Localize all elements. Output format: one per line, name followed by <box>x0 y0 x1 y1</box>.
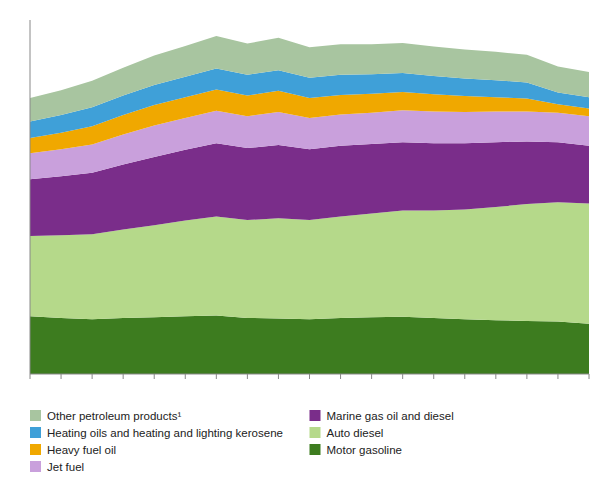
legend-label: Auto diesel <box>327 427 384 439</box>
x-tick <box>371 374 372 379</box>
x-tick <box>402 374 403 379</box>
legend-label: Jet fuel <box>47 461 84 473</box>
legend: Other petroleum products¹ Heating oils an… <box>30 410 454 473</box>
x-tick <box>278 374 279 379</box>
legend-label: Heating oils and heating and lighting ke… <box>47 427 283 439</box>
legend-label: Motor gasoline <box>327 444 402 456</box>
area <box>30 316 589 374</box>
x-tick <box>495 374 496 379</box>
x-tick <box>185 374 186 379</box>
legend-swatch <box>30 444 41 455</box>
plot-area <box>30 36 589 374</box>
x-tick <box>340 374 341 379</box>
x-tick <box>92 374 93 379</box>
x-tick <box>30 374 31 379</box>
x-tick <box>557 374 558 379</box>
legend-swatch <box>30 410 41 421</box>
area <box>30 36 589 122</box>
legend-label: Heavy fuel oil <box>47 444 116 456</box>
x-tick <box>216 374 217 379</box>
x-tick <box>154 374 155 379</box>
x-tick <box>464 374 465 379</box>
x-tick <box>123 374 124 379</box>
legend-swatch <box>310 427 321 438</box>
x-tick <box>61 374 62 379</box>
legend-label: Marine gas oil and diesel <box>327 410 454 422</box>
x-tick <box>247 374 248 379</box>
legend-swatch <box>310 444 321 455</box>
legend-swatch <box>30 427 41 438</box>
legend-swatch <box>30 461 41 472</box>
y-axis-line <box>30 20 31 374</box>
x-tick <box>433 374 434 379</box>
x-tick <box>589 374 590 379</box>
chart: Other petroleum products¹ Heating oils an… <box>0 0 609 488</box>
x-tick <box>309 374 310 379</box>
legend-label: Other petroleum products¹ <box>47 410 181 422</box>
legend-swatch <box>310 410 321 421</box>
x-tick <box>526 374 527 379</box>
